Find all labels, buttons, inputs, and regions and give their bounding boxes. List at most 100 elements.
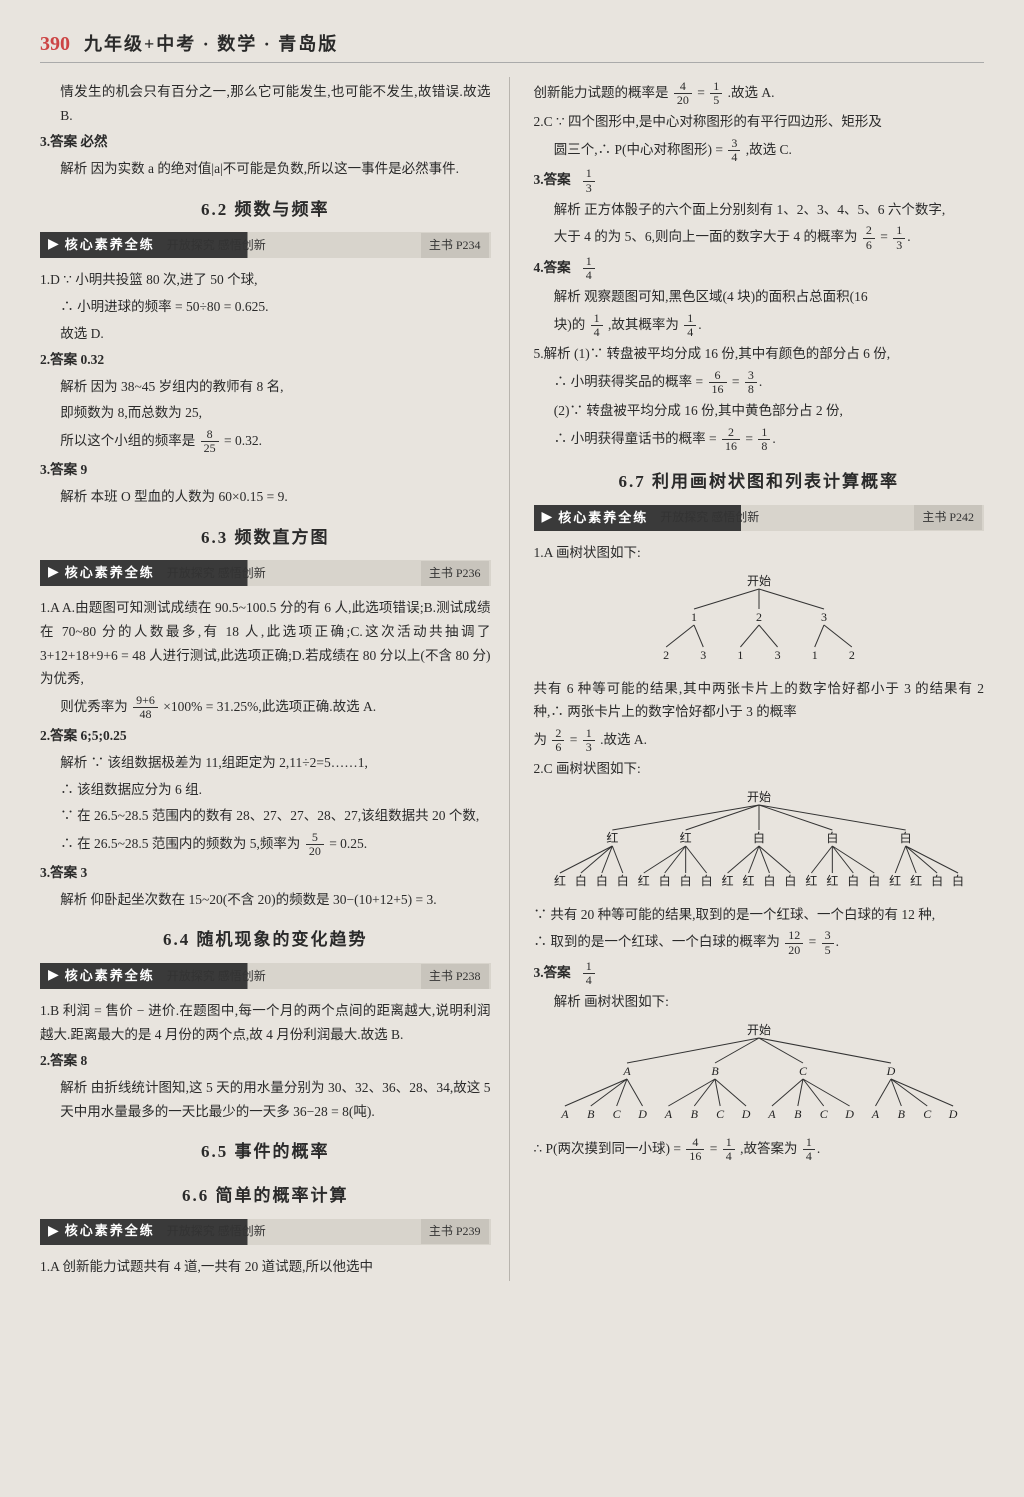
svg-text:白: 白	[868, 873, 880, 888]
body-text: 为 26 = 13 .故选 A.	[534, 727, 985, 754]
svg-text:白: 白	[679, 873, 691, 888]
ribbon-subtitle: 开放探究 感悟创新	[155, 235, 266, 256]
section-ribbon: ▶ 核心素养全练 开放探究 感悟创新 主书 P238	[40, 963, 491, 989]
tree-diagram-3: 开始ABCDABCDABCDABCDABCD	[534, 1020, 985, 1130]
body-text: 解析 正方体骰子的六个面上分别刻有 1、2、3、4、5、6 六个数字,	[534, 198, 985, 222]
svg-text:开始: 开始	[747, 1023, 771, 1037]
body-text: ∴ 小明获得奖品的概率 = 616 = 38.	[534, 369, 985, 396]
svg-text:红: 红	[679, 830, 691, 845]
svg-text:开始: 开始	[747, 574, 771, 588]
right-column: 创新能力试题的概率是 420 = 15 .故选 A. 2.C ∵ 四个图形中,是…	[534, 77, 985, 1281]
answer-line: 3.答案 9	[40, 458, 491, 482]
body-text: 所以这个小组的频率是 825 = 0.32.	[40, 428, 491, 455]
svg-text:C: C	[799, 1064, 808, 1078]
svg-text:白: 白	[596, 873, 608, 888]
body-text: 1.A 创新能力试题共有 4 道,一共有 20 道试题,所以他选中	[40, 1255, 491, 1279]
arrow-icon: ▶	[40, 1220, 65, 1245]
body-text: 解析 画树状图如下:	[534, 990, 985, 1014]
svg-text:A: A	[871, 1107, 880, 1121]
svg-text:A: A	[622, 1064, 631, 1078]
svg-text:白: 白	[784, 873, 796, 888]
page-number: 390	[40, 33, 70, 56]
svg-text:1: 1	[737, 648, 743, 662]
body-text: (2)∵ 转盘被平均分成 16 份,其中黄色部分占 2 份,	[534, 399, 985, 423]
body-text: 大于 4 的为 5、6,则向上一面的数字大于 4 的概率为 26 = 13.	[534, 224, 985, 251]
svg-text:B: B	[690, 1107, 698, 1121]
body-text: 1.D ∵ 小明共投篮 80 次,进了 50 个球,	[40, 268, 491, 292]
arrow-icon: ▶	[534, 506, 559, 531]
svg-text:红: 红	[889, 873, 901, 888]
section-ribbon: ▶ 核心素养全练 开放探究 感悟创新 主书 P234	[40, 232, 491, 258]
svg-text:D: D	[948, 1107, 958, 1121]
svg-text:白: 白	[847, 873, 859, 888]
svg-text:C: C	[612, 1107, 621, 1121]
page-ref: 主书 P239	[421, 1219, 489, 1244]
body-text: 创新能力试题的概率是 420 = 15 .故选 A.	[534, 80, 985, 107]
body-text: 解析 由折线统计图知,这 5 天的用水量分别为 30、32、36、28、34,故…	[40, 1076, 491, 1123]
svg-text:B: B	[711, 1064, 719, 1078]
section-title: 6.2 频数与频率	[40, 195, 491, 225]
body-text: 解析 观察题图可知,黑色区域(4 块)的面积占总面积(16	[534, 285, 985, 309]
body-text: ∵ 在 26.5~28.5 范围内的数有 28、27、27、28、27,该组数据…	[40, 804, 491, 828]
body-text: 5.解析 (1)∵ 转盘被平均分成 16 份,其中有颜色的部分占 6 份,	[534, 342, 985, 366]
svg-text:白: 白	[575, 873, 587, 888]
svg-text:D: D	[885, 1064, 895, 1078]
svg-text:白: 白	[931, 873, 943, 888]
body-text: 1.A 画树状图如下:	[534, 541, 985, 565]
body-text: 解析 ∵ 该组数据极差为 11,组距定为 2,11÷2=5……1,	[40, 751, 491, 775]
svg-text:白: 白	[826, 830, 838, 845]
tree-diagram-1: 开始123231312	[534, 571, 985, 671]
arrow-icon: ▶	[40, 561, 65, 586]
content-columns: 情发生的机会只有百分之一,那么它可能发生,也可能不发生,故错误.故选 B. 3.…	[40, 77, 984, 1281]
book-title: 九年级+中考 · 数学 · 青岛版	[84, 30, 338, 56]
svg-text:白: 白	[658, 873, 670, 888]
svg-text:A: A	[560, 1107, 569, 1121]
body-text: ∴ P(两次摸到同一小球) = 416 = 14 ,故答案为 14.	[534, 1136, 985, 1163]
body-text: 共有 6 种等可能的结果,其中两张卡片上的数字恰好都小于 3 的结果有 2 种,…	[534, 677, 985, 724]
page-ref: 主书 P236	[421, 561, 489, 586]
svg-text:B: B	[587, 1107, 595, 1121]
svg-text:B: B	[897, 1107, 905, 1121]
svg-text:红: 红	[826, 873, 838, 888]
svg-text:B: B	[794, 1107, 802, 1121]
svg-text:2: 2	[849, 648, 855, 662]
page-ref: 主书 P238	[421, 964, 489, 989]
body-text: 解析 仰卧起坐次数在 15~20(不含 20)的频数是 30−(10+12+5)…	[40, 888, 491, 912]
ribbon-title: 核心素养全练	[65, 234, 155, 257]
body-text: 即频数为 8,而总数为 25,	[40, 401, 491, 425]
svg-text:红: 红	[721, 873, 733, 888]
svg-text:红: 红	[910, 873, 922, 888]
body-text: ∴ 取到的是一个红球、一个白球的概率为 1220 = 35.	[534, 929, 985, 956]
svg-text:3: 3	[700, 648, 706, 662]
body-text: ∴ 在 26.5~28.5 范围内的频数为 5,频率为 520 = 0.25.	[40, 831, 491, 858]
body-text: 解析 因为实数 a 的绝对值|a|不可能是负数,所以这一事件是必然事件.	[40, 157, 491, 181]
answer-line: 2.答案 8	[40, 1049, 491, 1073]
section-ribbon: ▶ 核心素养全练 开放探究 感悟创新 主书 P239	[40, 1219, 491, 1245]
section-ribbon: ▶ 核心素养全练 开放探究 感悟创新 主书 P242	[534, 505, 985, 531]
arrow-icon: ▶	[40, 233, 65, 258]
body-text: 情发生的机会只有百分之一,那么它可能发生,也可能不发生,故错误.故选 B.	[40, 80, 491, 127]
svg-text:1: 1	[811, 648, 817, 662]
answer-line: 4.答案 14	[534, 255, 985, 282]
answer-line: 3.答案 13	[534, 167, 985, 194]
body-text: 2.C ∵ 四个图形中,是中心对称图形的有平行四边形、矩形及	[534, 110, 985, 134]
svg-text:白: 白	[753, 830, 765, 845]
svg-text:白: 白	[899, 830, 911, 845]
svg-text:C: C	[819, 1107, 828, 1121]
body-text: 故选 D.	[40, 322, 491, 346]
body-text: ∴ 小明获得童话书的概率 = 216 = 18.	[534, 426, 985, 453]
svg-text:C: C	[716, 1107, 725, 1121]
tree-diagram-2: 开始红红白白白红白白白红白白白红红白白红红白白红红白白	[534, 787, 985, 897]
svg-text:红: 红	[742, 873, 754, 888]
body-text: 1.A A.由题图可知测试成绩在 90.5~100.5 分的有 6 人,此选项错…	[40, 596, 491, 691]
svg-text:D: D	[637, 1107, 647, 1121]
svg-text:开始: 开始	[747, 790, 771, 804]
svg-text:红: 红	[606, 830, 618, 845]
svg-text:红: 红	[638, 873, 650, 888]
answer-line: 3.答案 3	[40, 861, 491, 885]
answer-line: 3.答案 必然	[40, 130, 491, 154]
svg-text:D: D	[844, 1107, 854, 1121]
section-ribbon: ▶ 核心素养全练 开放探究 感悟创新 主书 P236	[40, 560, 491, 586]
body-text: 圆三个,∴ P(中心对称图形) = 34 ,故选 C.	[534, 137, 985, 164]
svg-text:D: D	[740, 1107, 750, 1121]
